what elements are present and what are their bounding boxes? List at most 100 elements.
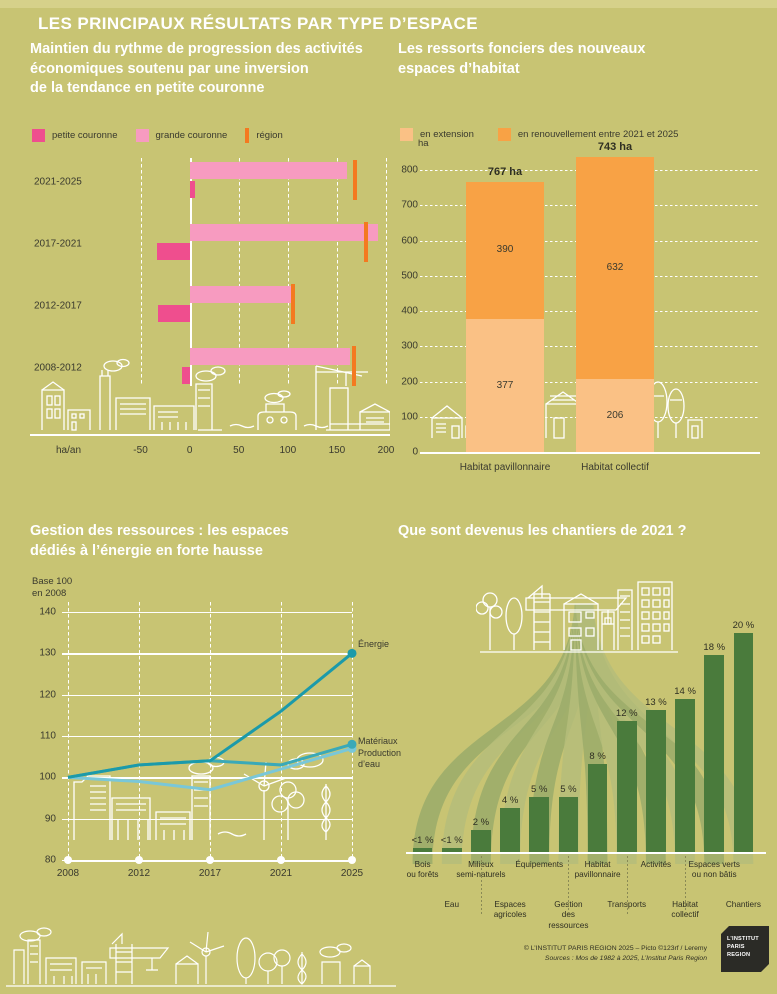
chart1-bar-grande-couronne-2	[189, 286, 292, 303]
panel4-title: Que sont devenus les chantiers de 2021 ?	[398, 522, 770, 542]
chart3-series-label-materiaux-eau: Matériaux Production d’eau	[358, 736, 401, 770]
chart2-category-0: Habitat pavillonnaire	[459, 462, 551, 473]
chart2-value-extension-0: 377	[496, 379, 514, 391]
chart4-ray-2	[471, 604, 593, 864]
construction-illustration	[476, 581, 678, 653]
chart4-category-3-line-0: Espaces	[494, 900, 526, 909]
chart3-lines	[64, 648, 357, 864]
panel2-legend-swatch-1	[497, 128, 511, 141]
panel3-title: Gestion des ressources : les espaces dédi…	[30, 522, 390, 561]
chart3-series-label-eau: d’eau	[358, 758, 381, 769]
chart4-category-6-line-1: pavillonnaire	[574, 870, 621, 880]
panel4-title-line-0: Que sont devenus les chantiers de 2021 ?	[398, 523, 687, 539]
chart3-axis-dot-2025	[348, 856, 356, 864]
panel2-legend: en extension en renouvellement entre 2021…	[400, 128, 678, 141]
chart3-gridline-120	[62, 694, 352, 696]
chart4-value-label-4: 5 %	[531, 784, 548, 796]
chart3-unit-label: Base 100 en 2008	[32, 576, 72, 600]
chart4-bar-6	[587, 764, 608, 852]
chart4-category-7: Transports	[599, 900, 654, 910]
logo-text-line-0: L’INSTITUT	[727, 936, 759, 942]
chart3-ytick-140: 140	[39, 606, 56, 618]
chart1-bar-grande-couronne-1	[189, 224, 379, 241]
chart3-unit-label-line-1: en 2008	[32, 587, 67, 599]
chart1-gridline-50	[238, 158, 240, 386]
chart4-value-label-6: 8 %	[589, 751, 606, 763]
chart2-value-renouvellement-1: 632	[606, 261, 624, 273]
chart1-row-label-1: 2017-2021	[34, 238, 82, 250]
chart4-category-1: Eau	[424, 900, 479, 910]
industry-illustration	[41, 358, 390, 431]
panel3-title-line-1: dédiés à l’énergie en forte hausse	[30, 542, 263, 559]
chart4-category-5-line-1: des ressources	[548, 910, 589, 930]
chart4-value-label-2: 2 %	[472, 817, 490, 829]
chart4-category-9-line-0: Habitat	[657, 900, 712, 910]
chart4-category-8-line-0: Activités	[640, 860, 672, 869]
chart4-category-11: Chantiers	[716, 900, 771, 910]
chart1-bar-grande-couronne-0	[189, 162, 347, 179]
chart3-gridline-100	[62, 777, 352, 779]
chart2-ytick-800: 800	[401, 164, 418, 176]
footer-sources: Sources : Mos de 1982 à 2025, L’Institut…	[544, 954, 707, 962]
chart4-x-axis	[406, 852, 766, 854]
chart2-total-label-1: 743 ha	[597, 140, 633, 153]
chart4-bar-3	[500, 808, 520, 852]
panel1-legend-label-2: région	[256, 130, 283, 141]
chart1-x-axis	[30, 434, 390, 436]
chart4-ray-1	[441, 604, 593, 864]
chart4-separator-1	[568, 856, 570, 914]
chart4-value-label-0: <1 %	[411, 834, 434, 846]
chart2-segment-extension-0	[466, 319, 544, 452]
chart1-xtick-0: 0	[186, 445, 193, 456]
chart4-bar-11	[733, 632, 754, 852]
chart3-xtick-2017: 2017	[198, 868, 222, 879]
chart4-category-0-line-0: Bois	[414, 860, 431, 869]
chart4-category-9-line-1: collectif	[671, 910, 699, 920]
chart-chantiers: <1 % <1 % 2 % 4 % 5 % 5 % 8 % 12 % 13 % 14 % 18 % 2…	[398, 581, 771, 942]
chart3-endpoint-Matériaux	[347, 739, 357, 749]
panel2-legend-item-0: en extension	[400, 128, 474, 141]
chart4-value-label-8: 13 %	[645, 696, 667, 708]
panel1-legend-item-0: petite couronne	[32, 129, 118, 142]
chart3-x-axis	[68, 860, 352, 862]
chart4-category-3: Espaces agricoles	[482, 900, 537, 921]
panel2-title: Les ressorts fonciers des nouveaux espace…	[398, 40, 768, 79]
chart1-zero-axis	[189, 158, 192, 386]
panel1-legend-label-0: petite couronne	[52, 130, 118, 141]
chart3-unit-label-line-0: Base 100	[32, 576, 73, 587]
chart4-category-1-line-0: Eau	[444, 900, 460, 909]
panel-activites-economiques: Maintien du rythme de progression des ac…	[30, 40, 394, 510]
chart3-vgrid-2012	[139, 602, 140, 860]
chart4-bar-10	[704, 654, 725, 852]
chart4-bar-2	[471, 830, 491, 852]
panel-gestion-ressources: Gestion des ressources : les espaces dédi…	[30, 522, 401, 942]
chart3-ytick-90: 90	[44, 813, 56, 825]
chart4-category-4: Équipements	[512, 860, 567, 870]
chart3-endpoint-Énergie	[347, 648, 357, 658]
chart3-ytick-110: 110	[40, 730, 56, 742]
chart3-vgrid-2017	[210, 602, 211, 860]
chart4-value-label-5: 5 %	[560, 784, 577, 796]
panel3-title-line-0: Gestion des ressources : les espaces	[30, 523, 289, 539]
chart2-ytick-200: 200	[401, 376, 418, 387]
chart1-unit-label: ha/an	[56, 445, 82, 456]
chart3-xtick-2021: 2021	[269, 868, 293, 879]
chart3-series-label-production: Production	[358, 747, 402, 758]
chart3-xtick-2008: 2008	[56, 868, 80, 879]
chart4-category-11-line-0: Chantiers	[725, 900, 761, 909]
chart4-separator-3	[685, 856, 687, 914]
chart3-vgrid-2008	[68, 602, 69, 860]
chart2-ytick-100: 100	[401, 411, 418, 423]
chart1-bar-petite-couronne-3	[181, 367, 190, 384]
chart3-gridline-110	[62, 736, 352, 738]
chart4-value-label-9: 14 %	[674, 685, 696, 697]
chart-activites-economiques: 2021-2025 2017-2021 2012-2017 2008-2012 ha/a…	[30, 158, 394, 458]
chart2-value-extension-1: 206	[606, 409, 624, 421]
panel2-title-line-0: Les ressorts fonciers des nouveaux	[398, 41, 646, 57]
chart4-category-7-line-0: Transports	[599, 900, 654, 910]
panel1-title-line-2: de la tendance en petite couronne	[30, 80, 265, 97]
chart2-segment-renouvellement-1	[576, 156, 654, 380]
institut-paris-region-logo: L’INSTITUT PARIS REGION	[721, 926, 769, 972]
